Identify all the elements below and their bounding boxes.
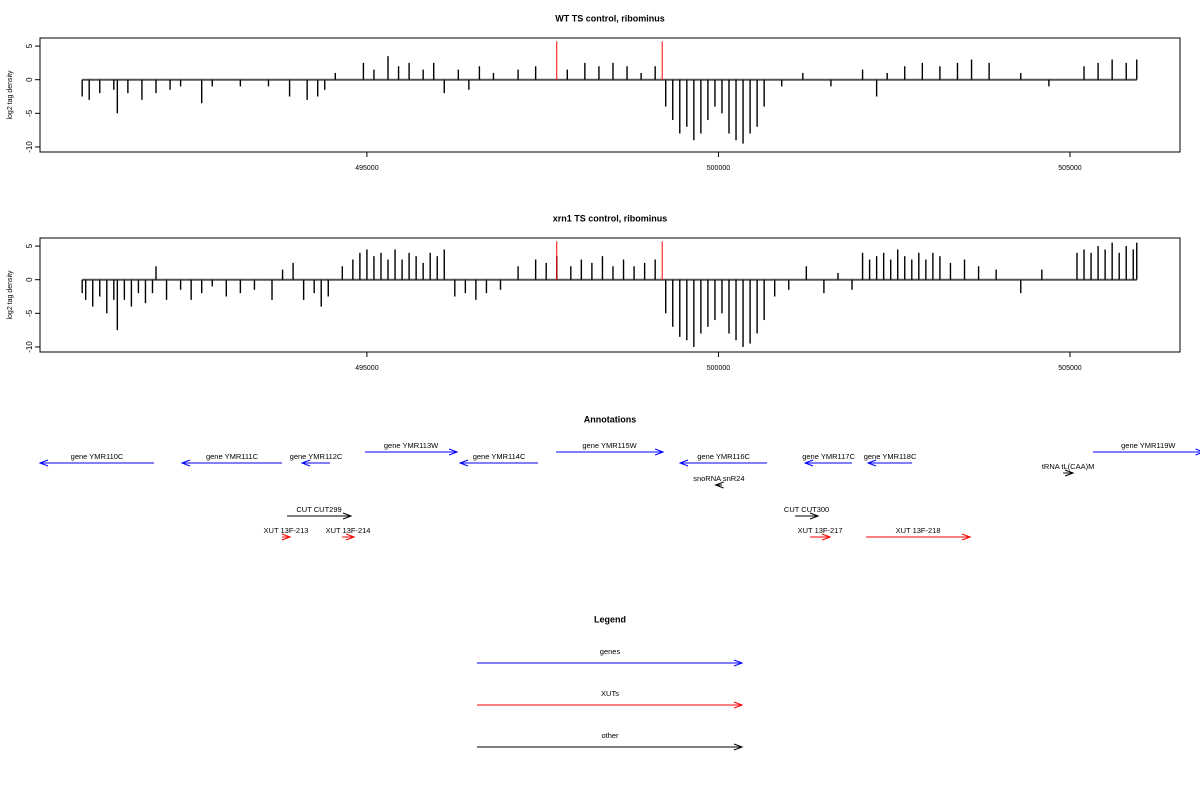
feature-label: gene YMR116C [697,452,750,461]
feature-label: CUT CUT300 [784,505,829,514]
arrow-head [38,459,49,467]
y-tick-label: 5 [25,43,34,48]
y-tick-label: 0 [25,277,34,282]
arrow-head [458,459,469,467]
arrow-head [803,459,814,467]
feature-label: snoRNA snR24 [693,474,744,483]
feature-arrow [1093,448,1200,456]
y-tick-label: -5 [25,309,34,317]
feature-arrow [1063,469,1075,477]
arrow-head [300,459,311,467]
feature-arrow [287,512,353,520]
arrow-head [809,512,820,520]
feature-arrow [866,533,972,541]
feature-label: gene YMR110C [71,452,124,461]
feature-arrow [556,448,665,456]
arrow-head [733,743,744,751]
feature-label: gene YMR119W [1121,441,1176,450]
x-tick-label: 505000 [1058,365,1081,372]
arrow-head [1064,469,1075,477]
plot-frame [39,237,1181,353]
legend-arrow [477,701,744,709]
feature-arrow [342,533,356,541]
feature-arrow [365,448,459,456]
legend-arrow [477,659,744,667]
arrow-head [821,533,832,541]
feature-arrow [180,459,282,467]
feature-label: XUT 13F-218 [896,526,941,535]
arrow-head [654,448,665,456]
legend-arrow [477,743,744,751]
feature-arrow [803,459,853,467]
arrow-head [281,533,292,541]
arrow-head [678,459,689,467]
arrow-head [866,459,877,467]
x-tick-label: 500000 [707,365,730,372]
feature-arrow [678,459,768,467]
x-tick-label: 505000 [1058,165,1081,172]
x-tick-label: 500000 [707,165,730,172]
feature-label: XUT 13F-217 [798,526,843,535]
feature-arrow [795,512,820,520]
y-axis-label: log2 tag density [7,270,14,320]
arrow-head [345,533,356,541]
legend-title: Legend [594,614,626,624]
y-tick-label: 5 [25,243,34,248]
plot-frame [39,37,1181,153]
feature-label: gene YMR117C [802,452,855,461]
feature-arrow [714,481,724,489]
chart-title: xrn1 TS control, ribominus [553,213,668,223]
feature-arrow [38,459,155,467]
feature-label: tRNA tL(CAA)M [1042,462,1095,471]
annotations-title: Annotations [584,414,637,424]
arrow-head [342,512,353,520]
feature-label: XUT 13F-214 [326,526,371,535]
arrow-head [714,481,724,489]
arrow-head [448,448,459,456]
feature-label: gene YMR118C [864,452,917,461]
feature-label: gene YMR112C [290,452,343,461]
chart-title: WT TS control, ribominus [555,13,665,23]
y-tick-label: -10 [25,141,34,153]
feature-label: gene YMR113W [384,441,439,450]
arrow-head [961,533,972,541]
y-axis-label: log2 tag density [7,70,14,120]
feature-arrow [458,459,539,467]
legend-label: XUTs [601,689,619,698]
y-tick-label: -10 [25,341,34,353]
feature-arrow [281,533,292,541]
legend-label: genes [600,647,621,656]
arrow-head [1195,448,1200,456]
feature-label: gene YMR114C [473,452,526,461]
feature-arrow [866,459,913,467]
arrow-head [733,701,744,709]
y-tick-label: 0 [25,77,34,82]
feature-arrow [810,533,832,541]
legend-label: other [601,731,619,740]
feature-label: gene YMR111C [206,452,259,461]
arrow-head [180,459,191,467]
x-tick-label: 495000 [355,365,378,372]
arrow-head [733,659,744,667]
feature-label: gene YMR115W [582,441,637,450]
feature-label: CUT CUT299 [296,505,341,514]
x-tick-label: 495000 [355,165,378,172]
y-tick-label: -5 [25,109,34,117]
feature-arrow [300,459,331,467]
feature-label: XUT 13F-213 [264,526,309,535]
